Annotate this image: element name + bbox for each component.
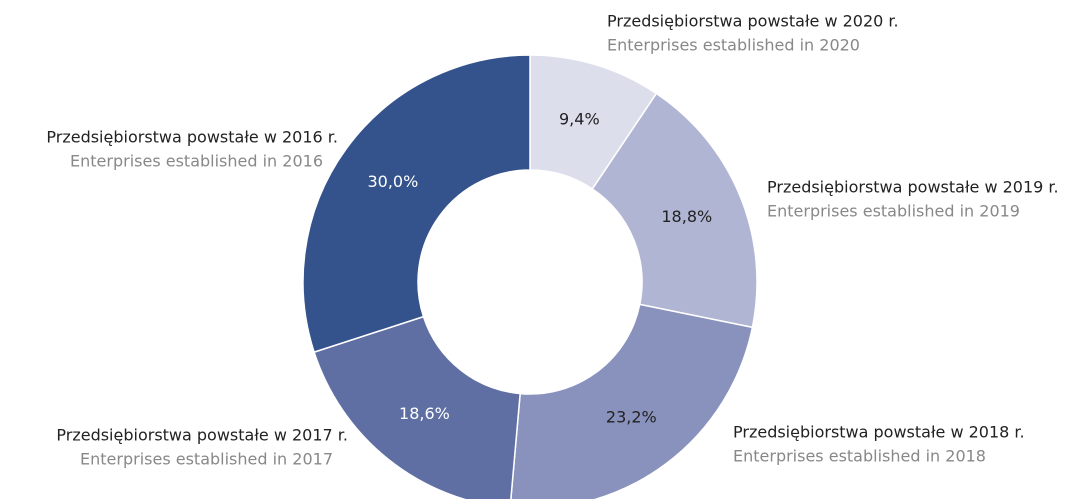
donut-slice: [302, 54, 531, 354]
category-label: Przedsiębiorstwa powstałe w 2019 r.: [767, 178, 1059, 197]
category-sublabel: Enterprises established in 2017: [80, 450, 333, 469]
category-sublabel: Enterprises established in 2019: [767, 202, 1020, 221]
donut-slice: [591, 92, 758, 329]
value-label: 23,2%: [606, 407, 657, 426]
category-label: Przedsiębiorstwa powstałe w 2020 r.: [607, 12, 899, 31]
category-sublabel: Enterprises established in 2016: [70, 152, 323, 171]
donut-slice: [313, 315, 521, 499]
value-label: 9,4%: [559, 109, 600, 128]
category-label: Przedsiębiorstwa powstałe w 2016 r.: [46, 128, 338, 147]
category-label: Przedsiębiorstwa powstałe w 2017 r.: [56, 426, 348, 445]
category-label: Przedsiębiorstwa powstałe w 2018 r.: [733, 423, 1025, 442]
value-label: 18,6%: [399, 404, 450, 423]
category-sublabel: Enterprises established in 2018: [733, 447, 986, 466]
donut-slice: [510, 303, 754, 499]
value-label: 30,0%: [367, 172, 418, 191]
category-sublabel: Enterprises established in 2020: [607, 36, 860, 55]
value-label: 18,8%: [661, 207, 712, 226]
